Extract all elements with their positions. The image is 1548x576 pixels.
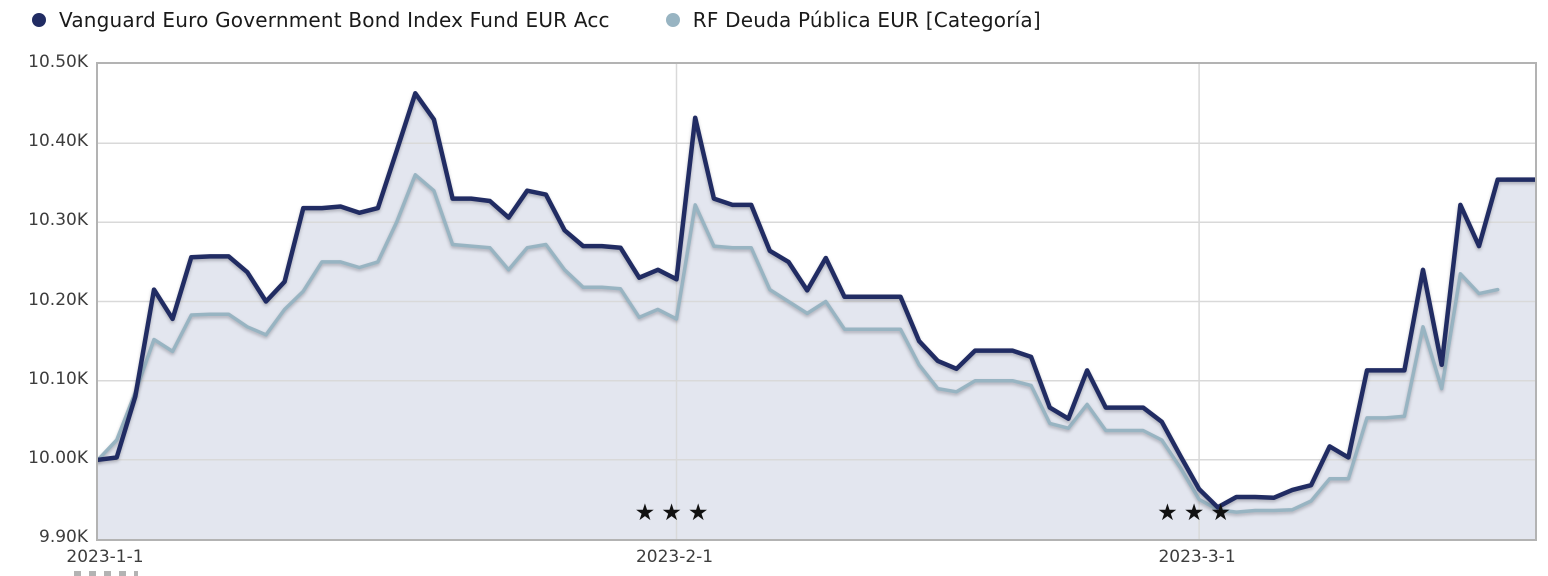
star-event-markers: ★★★ [634, 500, 715, 526]
legend-label-vanguard: Vanguard Euro Government Bond Index Fund… [59, 8, 610, 32]
y-axis-label: 10.30K [28, 210, 88, 231]
y-axis-label: 10.40K [28, 131, 88, 152]
x-axis-label: 2023-2-1 [635, 547, 714, 567]
series-dot-categoria-icon [665, 13, 680, 27]
clipped-text-sliver [74, 571, 138, 576]
series-area-categoria [98, 174, 1498, 539]
legend-item-categoria[interactable]: RF Deuda Pública EUR [Categoría] [665, 8, 1041, 32]
chart-legend: Vanguard Euro Government Bond Index Fund… [32, 8, 1041, 32]
legend-label-categoria: RF Deuda Pública EUR [Categoría] [692, 8, 1041, 32]
series-dot-vanguard-icon [32, 13, 46, 27]
series-line-categoria [98, 173, 1500, 514]
x-axis-label: 2023-3-1 [1158, 547, 1236, 567]
y-axis-label: 10.20K [28, 289, 88, 310]
chart-plot-area[interactable] [96, 62, 1537, 541]
star-event-markers: ★★★ [1157, 500, 1237, 526]
y-axis-label: 9.90K [39, 527, 88, 547]
chart-canvas[interactable] [98, 64, 1535, 539]
x-axis-label: 2023-1-1 [66, 547, 144, 567]
y-axis-label: 10.00K [28, 447, 88, 468]
y-axis-label: 10.50K [28, 52, 88, 72]
legend-item-vanguard[interactable]: Vanguard Euro Government Bond Index Fund… [32, 8, 610, 32]
series-line-vanguard [98, 91, 1535, 510]
y-axis-label: 10.10K [28, 368, 88, 389]
